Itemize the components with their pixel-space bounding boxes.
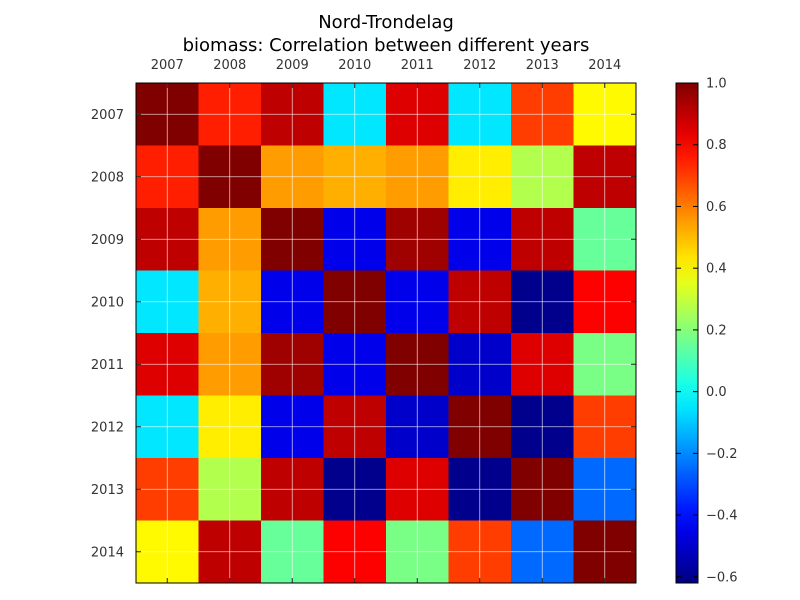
y-tick-label: 2010 xyxy=(91,295,124,310)
colorbar-tick-label: −0.4 xyxy=(706,509,738,524)
y-tick-label: 2013 xyxy=(91,483,124,498)
y-tick-label: 2008 xyxy=(91,170,124,185)
x-tick-label: 2013 xyxy=(526,58,559,73)
x-tick-label: 2007 xyxy=(151,58,184,73)
colorbar-gradient xyxy=(675,82,699,584)
x-tick-label: 2009 xyxy=(276,58,309,73)
colorbar-tick-label: 0.0 xyxy=(706,385,727,400)
y-axis-ticks: 2007 2008 2009 2010 2011 2012 2013 2014 xyxy=(91,108,124,561)
colorbar-tick-label: 1.0 xyxy=(706,77,727,92)
x-axis-ticks: 2007 2008 2009 2010 2011 2012 2013 2014 xyxy=(151,58,622,73)
colorbar: 1.0 0.8 0.6 0.4 0.2 0.0 −0.2 −0.4 −0.6 xyxy=(675,77,738,585)
heatmap-frame xyxy=(135,82,637,584)
x-tick-label: 2014 xyxy=(588,58,621,73)
colorbar-tick-label: 0.8 xyxy=(706,138,727,153)
heatmap-grid xyxy=(135,82,637,584)
x-tick-label: 2012 xyxy=(463,58,496,73)
y-tick-label: 2012 xyxy=(91,420,124,435)
colorbar-tick-label: −0.2 xyxy=(706,447,738,462)
y-tick-label: 2014 xyxy=(91,545,124,560)
y-tick-label: 2009 xyxy=(91,233,124,248)
y-tick-label: 2011 xyxy=(91,358,124,373)
chart-subtitle: biomass: Correlation between different y… xyxy=(183,35,590,56)
x-tick-label: 2011 xyxy=(401,58,434,73)
heatmap-cells xyxy=(136,83,637,584)
x-tick-label: 2008 xyxy=(213,58,246,73)
y-tick-label: 2007 xyxy=(91,108,124,123)
colorbar-tick-label: −0.6 xyxy=(706,570,738,585)
x-tick-label: 2010 xyxy=(338,58,371,73)
chart-title: Nord-Trondelag xyxy=(318,12,454,33)
colorbar-tick-label: 0.4 xyxy=(706,262,727,277)
colorbar-tick-label: 0.6 xyxy=(706,200,727,215)
colorbar-tick-label: 0.2 xyxy=(706,323,727,338)
